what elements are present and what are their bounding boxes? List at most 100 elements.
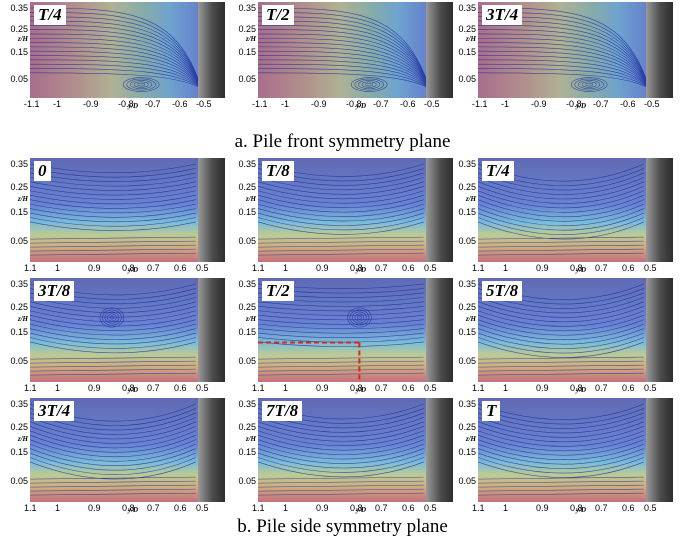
x-tick-label: 0.5 (196, 263, 209, 273)
time-label: T/2 (262, 5, 294, 25)
y-tick-label: 0.05 (238, 74, 256, 84)
time-label: T (482, 401, 501, 421)
y-tick-label: 0.25 (10, 302, 28, 312)
y-axis-label: z/H (245, 195, 256, 203)
x-tick-label: 0.9 (316, 503, 329, 513)
y-tick-label: 0.35 (458, 399, 476, 409)
x-tick-label: 0.9 (536, 383, 549, 393)
velocity-field: 7T/8 (258, 398, 453, 502)
y-tick-label: 0.15 (10, 207, 28, 217)
x-tick-label: 0.6 (174, 503, 187, 513)
pile-wall (426, 2, 453, 98)
y-tick-label: 0.25 (10, 182, 28, 192)
side-panel: 3T/8 0.35 0.25 0.15 0.05 z/H 1.1 1 0.9 0.8 0.7 0.6 0… (4, 278, 229, 396)
x-axis-label: y/D (576, 506, 587, 514)
velocity-field: T/2 (258, 2, 453, 98)
x-tick-label: 0.6 (622, 503, 635, 513)
x-tick-label: 0.7 (595, 383, 608, 393)
x-tick-label: 1.1 (472, 383, 485, 393)
x-tick-label: 1.1 (24, 263, 37, 273)
x-tick-label: 0.5 (424, 503, 437, 513)
x-tick-label: -1 (281, 99, 290, 109)
velocity-field: T/4 (30, 2, 225, 98)
y-tick-label: 0.05 (10, 236, 28, 246)
y-tick-label: 0.35 (10, 159, 28, 169)
x-tick-label: -0.5 (424, 99, 440, 109)
x-tick-label: -0.5 (196, 99, 212, 109)
y-tick-label: 0.15 (458, 447, 476, 457)
x-tick-label: 0.9 (88, 263, 101, 273)
x-tick-label: 0.5 (644, 383, 657, 393)
x-tick-label: 0.8 (350, 503, 363, 513)
time-label: T/2 (262, 281, 294, 301)
x-tick-label: 0.9 (536, 503, 549, 513)
side-panel: T/8 0.35 0.25 0.15 0.05 z/H 1.1 1 0.9 0.8 0.7 0.6 0.… (232, 158, 457, 276)
x-axis-label: y/D (128, 506, 139, 514)
velocity-field: T (478, 398, 673, 502)
time-label: 0 (34, 161, 51, 181)
y-tick-label: 0.05 (458, 356, 476, 366)
streamlines (258, 283, 424, 376)
y-tick-label: 0.25 (458, 302, 476, 312)
y-tick-label: 0.25 (458, 182, 476, 192)
x-axis-label: y/D (356, 102, 367, 110)
pile-wall (646, 158, 673, 262)
x-axis-label: y/D (356, 506, 367, 514)
x-tick-label: 0.7 (595, 503, 608, 513)
y-tick-label: 0.25 (10, 422, 28, 432)
streamlines (30, 283, 196, 376)
y-axis-label: z/H (17, 195, 28, 203)
y-tick-label: 0.25 (238, 302, 256, 312)
x-tick-label: 0.6 (174, 383, 187, 393)
x-tick-label: 1 (55, 263, 61, 273)
y-tick-label: 0.05 (458, 476, 476, 486)
y-tick-label: 0.35 (10, 399, 28, 409)
pile-wall (198, 398, 225, 502)
y-tick-label: 0.25 (458, 24, 476, 34)
y-axis-label: z/H (245, 315, 256, 323)
y-tick-label: 0.35 (458, 159, 476, 169)
x-axis-label: y/D (128, 266, 139, 274)
x-tick-label: -0.7 (593, 99, 609, 109)
time-label: T/4 (482, 161, 514, 181)
side-panel: T/2 0.35 0.25 0.15 0.05 z/H 1.1 1 0.9 0.8 0.7 0.6 0.… (232, 278, 457, 396)
y-tick-label: 0.25 (458, 422, 476, 432)
x-tick-label: 0.5 (424, 263, 437, 273)
velocity-field: 5T/8 (478, 278, 673, 382)
side-panel: 3T/4 0.35 0.25 0.15 0.05 z/H 1.1 1 0.9 0.8 0.7 0.6 0… (4, 398, 229, 516)
x-tick-label: -0.6 (400, 99, 416, 109)
y-axis-label: z/H (465, 195, 476, 203)
pile-wall (426, 278, 453, 382)
x-tick-label: 1.1 (472, 503, 485, 513)
y-tick-label: 0.35 (238, 159, 256, 169)
velocity-field: 3T/4 (30, 398, 225, 502)
x-tick-label: 1.1 (24, 383, 37, 393)
x-tick-label: 1 (503, 263, 509, 273)
caption-front: a. Pile front symmetry plane (234, 131, 451, 152)
pile-wall (646, 278, 673, 382)
x-axis-label: y/D (576, 102, 587, 110)
x-tick-label: 0.9 (88, 383, 101, 393)
x-tick-label: 0.8 (350, 263, 363, 273)
x-tick-label: 1.1 (472, 263, 485, 273)
y-tick-label: 0.25 (238, 182, 256, 192)
y-tick-label: 0.05 (238, 476, 256, 486)
side-panel: T 0.35 0.25 0.15 0.05 z/H 1.1 1 0.9 0.8 0.7 0.6 0.5 y… (452, 398, 677, 516)
x-tick-label: 1.1 (252, 383, 265, 393)
x-tick-label: 0.7 (147, 383, 160, 393)
streamline-plot (478, 398, 673, 502)
streamline-plot (30, 158, 225, 262)
x-tick-label: 0.6 (402, 263, 415, 273)
x-tick-label: 1 (283, 503, 289, 513)
y-tick-label: 0.15 (238, 447, 256, 457)
y-tick-label: 0.05 (10, 476, 28, 486)
x-tick-label: -0.6 (620, 99, 636, 109)
x-tick-label: -0.7 (145, 99, 161, 109)
x-tick-label: 0.7 (147, 263, 160, 273)
x-tick-label: 1.1 (252, 263, 265, 273)
streamlines (258, 163, 424, 256)
x-tick-label: 0.6 (174, 263, 187, 273)
x-tick-label: 1.1 (24, 503, 37, 513)
velocity-field: T/4 (478, 158, 673, 262)
streamline-plot (478, 158, 673, 262)
